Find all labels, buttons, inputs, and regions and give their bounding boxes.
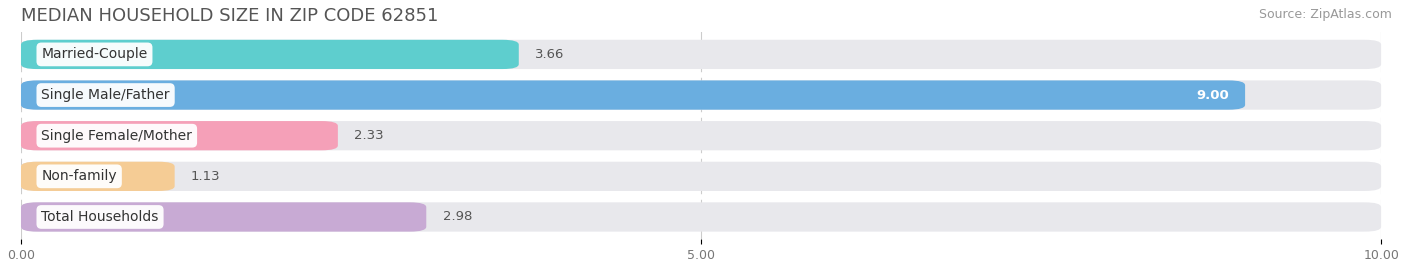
Text: 1.13: 1.13 bbox=[191, 170, 221, 183]
FancyBboxPatch shape bbox=[21, 80, 1246, 110]
FancyBboxPatch shape bbox=[21, 40, 519, 69]
Text: Source: ZipAtlas.com: Source: ZipAtlas.com bbox=[1258, 8, 1392, 21]
Text: MEDIAN HOUSEHOLD SIZE IN ZIP CODE 62851: MEDIAN HOUSEHOLD SIZE IN ZIP CODE 62851 bbox=[21, 7, 439, 25]
FancyBboxPatch shape bbox=[21, 80, 1381, 110]
FancyBboxPatch shape bbox=[21, 202, 1381, 232]
FancyBboxPatch shape bbox=[21, 121, 1381, 150]
FancyBboxPatch shape bbox=[21, 162, 174, 191]
Text: Single Female/Mother: Single Female/Mother bbox=[41, 129, 193, 143]
FancyBboxPatch shape bbox=[21, 162, 1381, 191]
Text: Total Households: Total Households bbox=[41, 210, 159, 224]
Text: 3.66: 3.66 bbox=[536, 48, 564, 61]
Text: Married-Couple: Married-Couple bbox=[41, 47, 148, 61]
Text: 2.33: 2.33 bbox=[354, 129, 384, 142]
Text: 9.00: 9.00 bbox=[1197, 89, 1229, 102]
FancyBboxPatch shape bbox=[21, 202, 426, 232]
Text: 2.98: 2.98 bbox=[443, 210, 472, 224]
FancyBboxPatch shape bbox=[21, 40, 1381, 69]
FancyBboxPatch shape bbox=[21, 121, 337, 150]
Text: Non-family: Non-family bbox=[41, 169, 117, 183]
Text: Single Male/Father: Single Male/Father bbox=[41, 88, 170, 102]
